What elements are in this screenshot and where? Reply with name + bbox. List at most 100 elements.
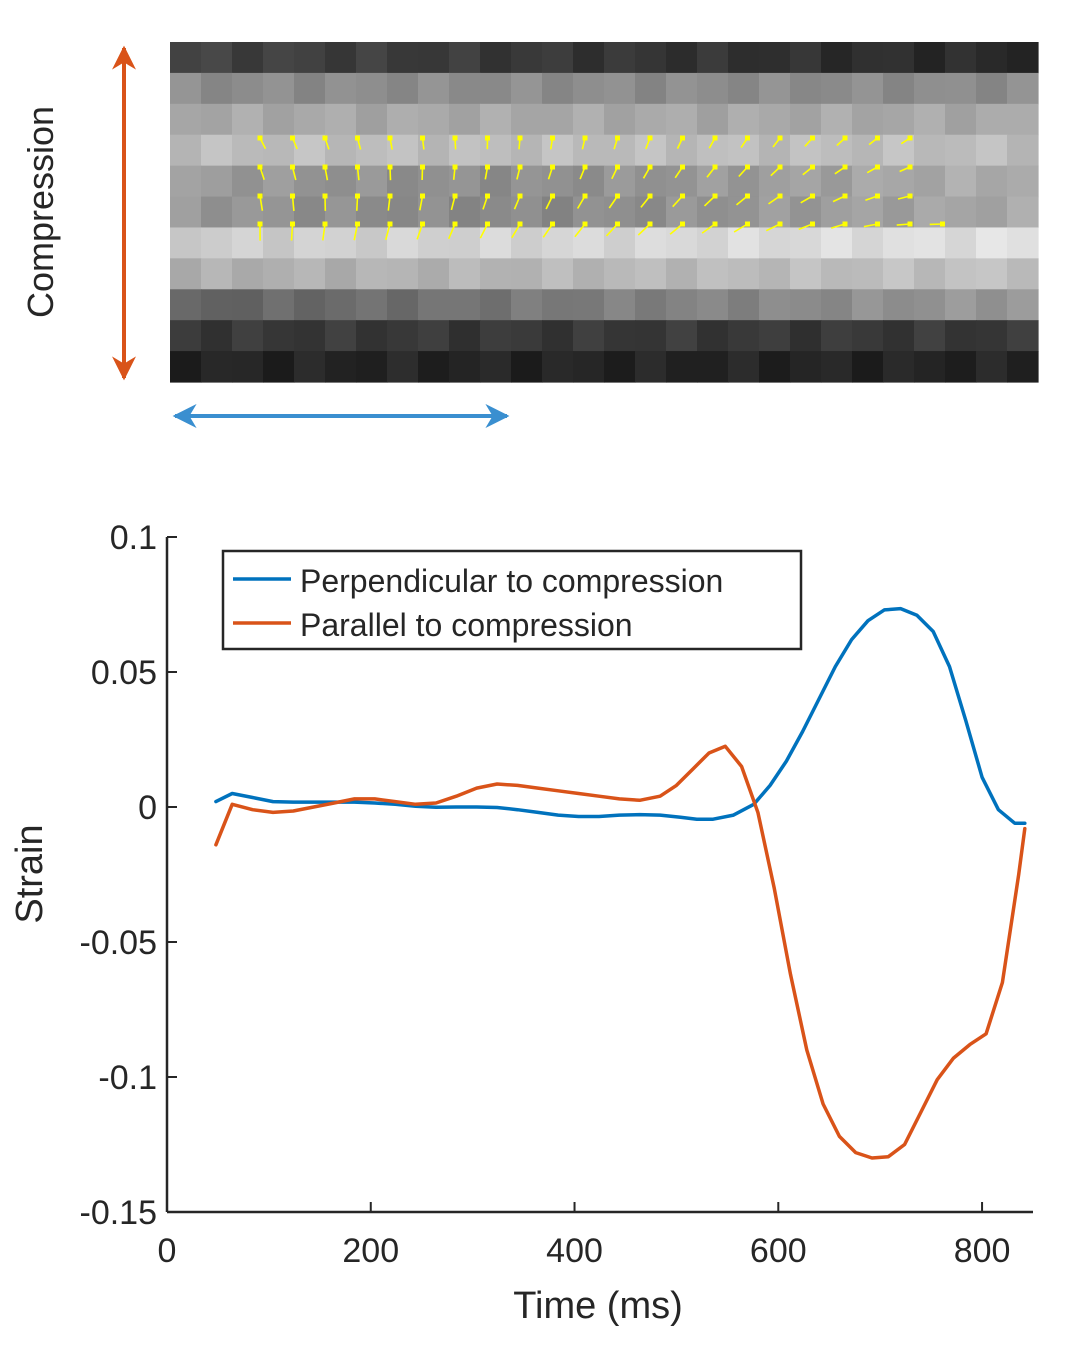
image-cell <box>852 289 884 321</box>
vector-line <box>356 195 359 211</box>
image-cell <box>356 289 388 321</box>
image-cell <box>418 72 450 105</box>
image-cell <box>325 134 357 167</box>
image-cell <box>604 227 636 259</box>
image-cell <box>883 351 915 383</box>
image-cell <box>759 103 791 136</box>
image-cell <box>449 320 481 352</box>
image-cell <box>914 42 946 74</box>
image-cell <box>759 227 791 259</box>
image-cell <box>170 103 202 136</box>
image-cell <box>387 351 419 383</box>
image-cell <box>325 72 357 105</box>
tissue-image-grid <box>170 42 1039 383</box>
image-cell <box>821 258 853 290</box>
x-tick-label: 400 <box>546 1232 603 1270</box>
image-cell <box>914 289 946 321</box>
image-cell <box>263 134 295 167</box>
image-cell <box>325 165 357 198</box>
image-cell <box>263 196 295 229</box>
image-cell <box>790 227 822 259</box>
legend-box <box>221 549 803 651</box>
image-cell <box>418 103 450 136</box>
image-cell <box>201 258 233 290</box>
image-cell <box>201 227 233 259</box>
image-cell <box>325 320 357 352</box>
vector-line <box>674 166 684 179</box>
image-cell <box>666 320 698 352</box>
image-cell <box>263 320 295 352</box>
image-cell <box>170 134 202 167</box>
image-cell <box>1007 351 1039 383</box>
image-cell <box>418 351 450 383</box>
image-cell <box>573 134 605 167</box>
image-cell <box>821 351 853 383</box>
vector-line <box>389 137 393 150</box>
image-cell <box>263 72 295 105</box>
vector-line <box>324 166 329 181</box>
vector-line <box>735 195 749 206</box>
vector-line <box>545 195 554 210</box>
vector-line <box>484 166 489 180</box>
image-cell <box>263 227 295 259</box>
image-cell <box>666 42 698 74</box>
vector-line <box>547 166 554 180</box>
image-cell <box>542 320 574 352</box>
image-cell <box>728 42 760 74</box>
image-cell <box>728 227 760 259</box>
image-cell <box>542 165 574 198</box>
image-cell <box>604 72 636 105</box>
image-cell <box>976 258 1008 290</box>
image-cell <box>356 72 388 105</box>
image-cell <box>511 42 543 74</box>
vector-line <box>768 195 781 205</box>
image-cell <box>635 103 667 136</box>
vector-line <box>447 223 456 240</box>
image-cell <box>759 289 791 321</box>
vector-line <box>640 195 651 208</box>
image-cell <box>852 42 884 74</box>
vector-line <box>549 137 554 150</box>
image-cell <box>759 134 791 167</box>
image-cell <box>883 320 915 352</box>
image-cell <box>976 227 1008 259</box>
image-cell <box>697 227 729 259</box>
image-cell <box>759 196 791 229</box>
image-cell <box>604 165 636 198</box>
vector-line <box>511 223 521 239</box>
image-cell <box>666 103 698 136</box>
image-cell <box>635 258 667 290</box>
image-cell <box>201 103 233 136</box>
image-cell <box>1007 258 1039 290</box>
image-cell <box>232 165 264 198</box>
image-cell <box>542 72 574 105</box>
chart-series <box>214 606 1027 1160</box>
image-cell <box>914 103 946 136</box>
image-cell <box>697 320 729 352</box>
image-cell <box>759 72 791 105</box>
image-cell <box>325 196 357 229</box>
x-tick-label: 200 <box>342 1232 399 1270</box>
image-cell <box>697 103 729 136</box>
image-cell <box>201 320 233 352</box>
image-cell <box>945 258 977 290</box>
image-cell <box>542 258 574 290</box>
image-cell <box>728 351 760 383</box>
image-cell <box>728 320 760 352</box>
image-cell <box>356 165 388 198</box>
vector-line <box>387 195 391 211</box>
vector-line <box>542 223 554 238</box>
image-cell <box>697 72 729 105</box>
image-cell <box>728 196 760 229</box>
image-cell <box>232 72 264 105</box>
image-cell <box>666 227 698 259</box>
image-cell <box>945 72 977 105</box>
image-cell <box>232 258 264 290</box>
image-cell <box>480 42 512 74</box>
image-cell <box>480 134 512 167</box>
image-cell <box>573 196 605 229</box>
image-cell <box>852 227 884 259</box>
image-cell <box>945 196 977 229</box>
image-cell <box>511 72 543 105</box>
image-cell <box>883 103 915 136</box>
